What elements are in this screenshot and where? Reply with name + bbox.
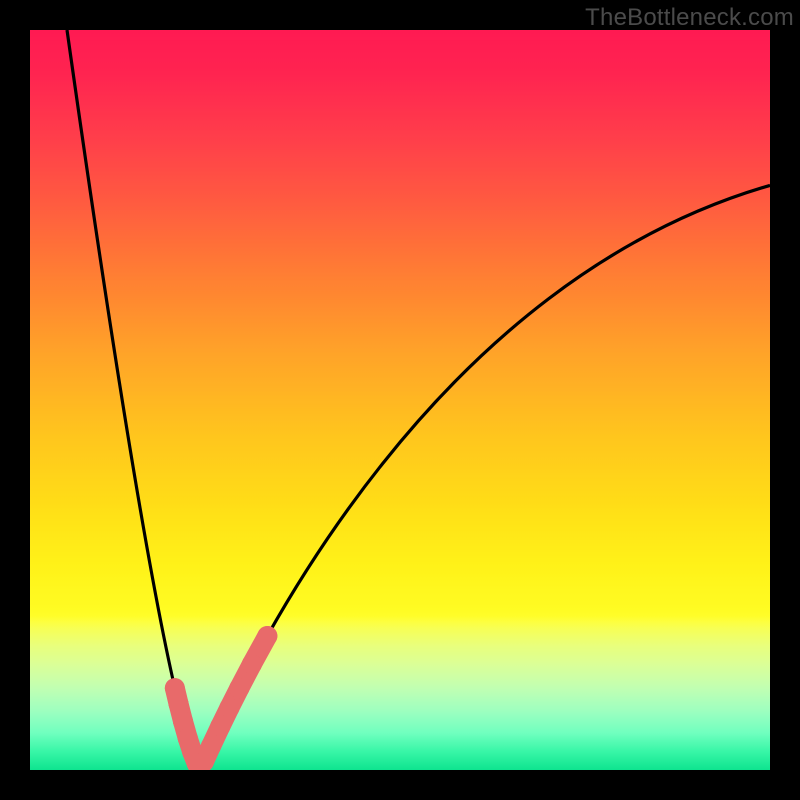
marker-dot (257, 626, 277, 646)
watermark-text: TheBottleneck.com (585, 4, 794, 32)
curve-right-branch (200, 185, 770, 770)
curve-left-branch (67, 30, 200, 770)
chart-frame: TheBottleneck.com (0, 0, 800, 800)
plot-area (30, 30, 770, 770)
marker-dot (201, 736, 221, 756)
curve-layer (30, 30, 770, 770)
marker-dot (169, 694, 189, 714)
marker-dot (229, 678, 249, 698)
marker-dot (173, 711, 193, 731)
marker-dot (242, 654, 262, 674)
marker-dot (210, 716, 230, 736)
marker-dot (219, 698, 239, 718)
